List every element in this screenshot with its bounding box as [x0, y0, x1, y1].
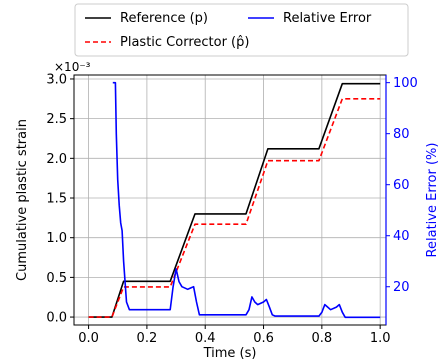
left-tick-label: 1.0 — [46, 231, 67, 246]
right-tick-label: 60 — [393, 178, 410, 193]
right-tick-label: 100 — [393, 76, 418, 91]
x-tick-label: 0.6 — [253, 331, 274, 346]
left-tick-label: 0.0 — [46, 311, 67, 326]
x-tick-label: 0.8 — [312, 331, 333, 346]
left-tick-label: 0.5 — [46, 271, 67, 286]
x-tick-label: 1.0 — [370, 331, 391, 346]
x-tick-label: 0.2 — [137, 331, 158, 346]
right-tick-label: 40 — [393, 229, 410, 244]
left-tick-label: 3.0 — [46, 72, 67, 87]
x-axis-label: Time (s) — [203, 346, 257, 359]
legend-box — [74, 3, 409, 57]
left-tick-label: 2.0 — [46, 152, 67, 167]
left-tick-label: 1.5 — [46, 192, 67, 207]
right-tick-label: 20 — [393, 280, 410, 295]
series-line-relative-error — [112, 81, 381, 319]
legend-label: Relative Error — [283, 11, 372, 26]
left-tick-label: 2.5 — [46, 112, 67, 127]
legend-label: Plastic Corrector (p̂) — [120, 35, 249, 50]
series-line-plastic-corrector-p — [88, 98, 381, 318]
x-tick-label: 0.4 — [195, 331, 216, 346]
series-line-reference-p — [88, 82, 381, 318]
left-axis-label: Cumulative plastic strain — [15, 119, 30, 281]
x-tick-label: 0.0 — [78, 331, 99, 346]
legend-label: Reference (p) — [120, 11, 208, 26]
right-axis-label: Relative Error (%) — [425, 143, 440, 258]
right-tick-label: 80 — [393, 127, 410, 142]
left-axis-multiplier: ×10⁻³ — [54, 60, 91, 74]
